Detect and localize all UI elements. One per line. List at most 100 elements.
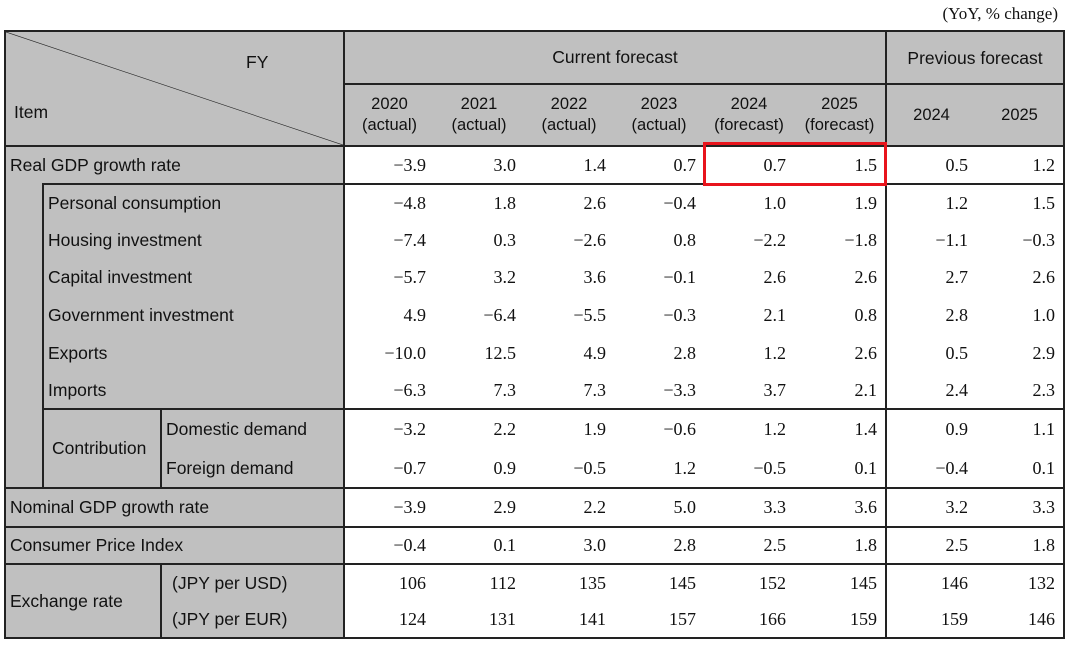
value-cell: −0.6 [614,408,704,449]
value-cell: −5.7 [343,259,434,296]
value-cell: −10.0 [343,334,434,372]
value-cell: 2.8 [885,296,976,334]
value-cell: 3.6 [794,487,886,527]
value-cell: 1.0 [976,296,1064,334]
year-header: 2025 [976,83,1064,146]
value-cell: −4.8 [343,183,434,222]
value-cell: 159 [794,601,886,638]
row-label: Exports [43,334,344,372]
year-note: (actual) [361,116,418,134]
value-cell: −2.2 [704,222,794,259]
value-cell: −0.7 [343,449,434,488]
value-cell: 0.3 [434,222,524,259]
value-cell: 2.6 [794,334,886,372]
value-cell: 2.8 [614,526,704,564]
value-cell: 2.5 [885,526,976,564]
value-cell: 112 [434,563,524,601]
year-label: 2025 [1001,105,1038,124]
value-cell: −0.4 [614,183,704,222]
year-header: 2020 (actual) [343,83,434,146]
year-note: (forecast) [804,116,875,134]
value-cell: −0.5 [704,449,794,488]
value-cell: 1.2 [976,145,1064,184]
value-cell: −0.5 [524,449,614,488]
value-cell: 106 [343,563,434,601]
value-cell: 2.1 [794,372,886,409]
row-label: Consumer Price Index [5,526,344,564]
value-cell: 3.2 [885,487,976,527]
value-cell: 3.3 [704,487,794,527]
value-cell: 0.7 [614,145,704,184]
value-cell: 1.2 [704,334,794,372]
value-cell: −6.3 [343,372,434,409]
value-cell: 145 [614,563,704,601]
value-cell: 7.3 [434,372,524,409]
value-cell: −0.4 [343,526,434,564]
value-cell: −6.4 [434,296,524,334]
value-cell: 0.8 [794,296,886,334]
value-cell: 1.5 [794,145,886,184]
value-cell: 2.5 [704,526,794,564]
year-header: 2022 (actual) [524,83,614,146]
row-label: (JPY per USD) [161,563,344,601]
value-cell: 2.6 [704,259,794,296]
value-cell: 2.8 [614,334,704,372]
value-cell: 2.3 [976,372,1064,409]
value-cell: 152 [704,563,794,601]
year-note: (actual) [541,116,597,134]
year-note: (actual) [631,116,687,134]
value-cell: −5.5 [524,296,614,334]
value-cell: −0.4 [885,449,976,488]
year-header: 2025 (forecast) [794,83,886,146]
value-cell: 159 [885,601,976,638]
value-cell: 1.8 [976,526,1064,564]
value-cell: 1.2 [704,408,794,449]
row-label: Government investment [43,296,344,334]
row-label: Foreign demand [161,449,344,488]
value-cell: 2.9 [434,487,524,527]
value-cell: 4.9 [524,334,614,372]
value-cell: 2.4 [885,372,976,409]
value-cell: 0.8 [614,222,704,259]
value-cell: −7.4 [343,222,434,259]
unit-note: (YoY, % change) [942,4,1058,23]
value-cell: 2.9 [976,334,1064,372]
value-cell: 166 [704,601,794,638]
value-cell: 3.0 [434,145,524,184]
row-label: Domestic demand [161,408,344,449]
value-cell: 2.1 [704,296,794,334]
row-label: Housing investment [43,222,344,259]
value-cell: 5.0 [614,487,704,527]
value-cell: 0.1 [434,526,524,564]
value-cell: 0.9 [434,449,524,488]
value-cell: 0.5 [885,334,976,372]
year-note: (forecast) [714,116,784,134]
year-label: 2020 [371,95,408,113]
value-cell: 2.2 [524,487,614,527]
value-cell: −1.1 [885,222,976,259]
value-cell: −0.3 [614,296,704,334]
contribution-label: Contribution [43,408,162,488]
value-cell: 3.0 [524,526,614,564]
value-cell: 12.5 [434,334,524,372]
year-header: 2023 (actual) [614,83,704,146]
value-cell: 157 [614,601,704,638]
row-label: Imports [43,372,344,409]
year-label: 2024 [913,105,950,124]
year-label: 2024 [730,95,768,113]
value-cell: −0.3 [976,222,1064,259]
forecast-table: FY Item Current forecast Previous foreca… [4,30,1065,639]
value-cell: 1.8 [794,526,886,564]
value-cell: 146 [885,563,976,601]
value-cell: 0.5 [885,145,976,184]
value-cell: 1.5 [976,183,1064,222]
value-cell: 146 [976,601,1064,638]
year-label: 2025 [821,95,858,113]
fy-header: FY [246,52,269,72]
value-cell: 3.3 [976,487,1064,527]
value-cell: −3.2 [343,408,434,449]
value-cell: 2.6 [524,183,614,222]
indent-cell [5,184,44,488]
year-label: 2022 [550,95,588,113]
value-cell: −2.6 [524,222,614,259]
